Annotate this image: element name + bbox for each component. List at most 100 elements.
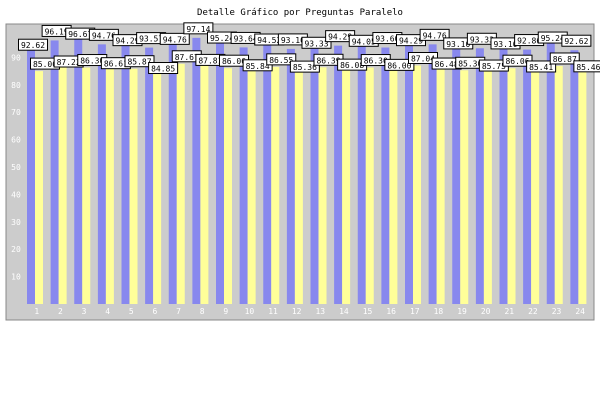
data-label-series-1-box xyxy=(183,22,214,35)
data-label-series-2: 85.00 xyxy=(33,60,57,69)
bar-series-2 xyxy=(413,65,421,304)
x-tick-label: 5 xyxy=(129,307,134,316)
x-tick-label: 10 xyxy=(245,307,255,316)
bar-series-1 xyxy=(121,45,130,305)
data-label-series-1: 94.29 xyxy=(328,33,352,42)
data-label-series-2: 84.85 xyxy=(151,65,175,74)
y-tick-label: 40 xyxy=(11,190,21,199)
bar-series-2 xyxy=(294,70,303,304)
x-tick-label: 19 xyxy=(457,307,467,316)
data-label-series-1: 93.57 xyxy=(139,35,163,44)
data-label-series-1: 94.52 xyxy=(257,36,281,45)
x-tick-label: 6 xyxy=(153,307,158,316)
data-label-series-1-box xyxy=(18,38,48,51)
data-label-series-1-box xyxy=(301,36,332,49)
x-tick-label: 1 xyxy=(34,307,39,316)
bar-series-2 xyxy=(389,68,398,304)
data-label-series-2-box xyxy=(549,52,580,65)
data-label-series-1: 92.62 xyxy=(564,37,588,46)
data-label-series-2: 86.30 xyxy=(80,57,104,66)
bar-series-2 xyxy=(105,66,114,304)
bar-series-2 xyxy=(365,67,374,305)
bar-series-2 xyxy=(35,71,43,304)
data-label-series-1: 93.33 xyxy=(470,35,494,44)
data-label-series-2-box xyxy=(148,62,179,75)
data-label-series-1: 94.05 xyxy=(352,37,376,46)
bar-series-2 xyxy=(129,68,138,304)
data-label-series-1: 94.29 xyxy=(399,37,423,46)
data-label-series-2-box xyxy=(266,53,297,66)
data-label-series-1: 93.10 xyxy=(493,40,517,49)
data-label-series-2-box xyxy=(573,60,600,73)
data-label-series-2-box xyxy=(384,58,415,71)
bar-series-1 xyxy=(475,48,484,304)
x-tick-label: 13 xyxy=(315,307,325,316)
bar-series-2 xyxy=(224,68,232,304)
x-tick-label: 24 xyxy=(575,307,585,316)
data-label-series-1-box xyxy=(419,28,450,41)
data-label-series-2: 86.48 xyxy=(435,60,459,69)
data-label-series-1-box xyxy=(159,32,190,45)
data-label-series-1: 96.67 xyxy=(68,30,92,39)
data-label-series-1: 97.14 xyxy=(186,25,210,34)
bar-series-2 xyxy=(342,68,351,304)
y-tick-label: 90 xyxy=(11,53,21,62)
x-tick-label: 20 xyxy=(481,307,491,316)
data-label-series-2: 85.84 xyxy=(246,62,270,71)
bar-series-1 xyxy=(168,44,177,304)
data-label-series-2: 86.87 xyxy=(553,55,577,64)
bar-series-1 xyxy=(74,39,83,304)
data-label-series-2-box xyxy=(124,55,155,68)
data-label-series-1: 96.19 xyxy=(45,27,69,36)
x-tick-label: 21 xyxy=(504,307,514,316)
data-label-series-2: 86.06 xyxy=(505,57,529,66)
data-label-series-1: 93.33 xyxy=(304,39,328,48)
bar-series-1 xyxy=(27,50,35,305)
x-tick-label: 16 xyxy=(386,307,396,316)
bar-series-2 xyxy=(507,68,516,304)
data-label-series-2: 85.46 xyxy=(576,63,600,72)
data-label-series-2: 87.67 xyxy=(175,53,199,62)
x-tick-label: 11 xyxy=(268,307,278,316)
data-label-series-2: 85.41 xyxy=(529,63,553,72)
y-tick-label: 50 xyxy=(11,163,21,172)
bar-series-1 xyxy=(428,44,437,304)
bar-series-2 xyxy=(554,65,563,304)
data-label-series-2: 86.61 xyxy=(104,60,128,69)
x-tick-label: 14 xyxy=(339,307,349,316)
bar-series-1 xyxy=(357,46,366,304)
bar-series-2 xyxy=(82,67,91,305)
bar-series-1 xyxy=(523,49,532,304)
data-label-series-1: 94.29 xyxy=(115,37,139,46)
data-label-series-2: 86.39 xyxy=(316,56,340,65)
data-label-series-1: 95.24 xyxy=(210,34,234,43)
data-label-series-2: 85.36 xyxy=(293,63,317,72)
y-tick-label: 10 xyxy=(11,273,21,282)
bar-series-2 xyxy=(176,63,185,305)
bar-series-2 xyxy=(247,68,256,304)
bar-series-1 xyxy=(145,47,154,305)
bar-series-1 xyxy=(192,37,201,305)
bar-series-2 xyxy=(483,69,492,304)
data-label-series-1: 93.60 xyxy=(375,35,399,44)
data-label-series-1: 92.62 xyxy=(21,41,45,50)
data-label-series-1: 94.76 xyxy=(423,31,447,40)
bar-series-2 xyxy=(58,65,67,304)
data-label-series-2-box xyxy=(526,60,557,73)
data-label-series-1: 95.24 xyxy=(541,34,565,43)
x-tick-label: 18 xyxy=(434,307,444,316)
chart-title: Detalle Gráfico por Preguntas Paralelo xyxy=(197,8,403,18)
data-label-series-2: 86.55 xyxy=(269,56,293,65)
y-tick-label: 60 xyxy=(11,136,21,145)
data-label-series-1: 93.10 xyxy=(446,40,470,49)
bar-series-2 xyxy=(318,67,327,304)
bar-series-1 xyxy=(50,40,59,305)
bar-series-1 xyxy=(216,43,224,305)
x-tick-label: 8 xyxy=(200,307,205,316)
x-tick-label: 3 xyxy=(82,307,87,316)
bar-series-1 xyxy=(239,47,248,305)
bar-series-1 xyxy=(570,50,579,305)
data-label-series-2: 87.22 xyxy=(57,58,81,67)
